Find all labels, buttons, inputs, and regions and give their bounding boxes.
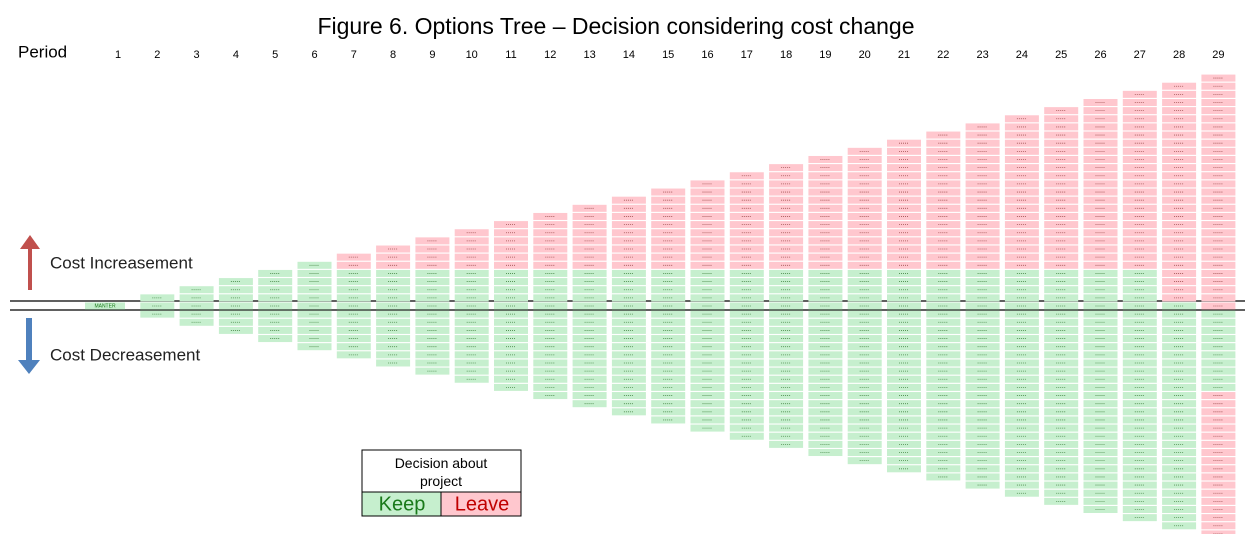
period-number: 13 (583, 49, 595, 61)
period-number: 15 (662, 49, 674, 61)
down-label: Cost Decreasement (50, 345, 201, 364)
period-number: 10 (466, 49, 478, 61)
period-label: Period (18, 42, 67, 61)
period-number: 26 (1094, 49, 1106, 61)
period-number: 28 (1173, 49, 1185, 61)
period-number: 17 (741, 49, 753, 61)
legend-title-text: project (420, 473, 462, 489)
period-number: 22 (937, 49, 949, 61)
period-number: 27 (1134, 49, 1146, 61)
period-number: 19 (819, 49, 831, 61)
legend-leave: Leave (455, 493, 510, 515)
period-number: 14 (623, 49, 635, 61)
legend-leave-box (440, 491, 522, 517)
period-number: 2 (154, 49, 160, 61)
period-number: 7 (351, 49, 357, 61)
legend-title-text: Decision about (395, 455, 488, 471)
period-number: 1 (115, 49, 121, 61)
period-number: 21 (898, 49, 910, 61)
period-number: 11 (505, 49, 516, 61)
tree: MANTER (85, 74, 1236, 538)
period-number: 24 (1016, 49, 1028, 61)
title: Figure 6. Options Tree – Decision consid… (317, 13, 914, 39)
legend-keep: Keep (379, 493, 426, 515)
legend: Decision about project Keep Leave (361, 449, 522, 517)
period-number: 3 (194, 49, 200, 61)
up-label: Cost Increasement (50, 253, 193, 272)
period-number: 5 (272, 49, 278, 61)
period-number: 9 (429, 49, 435, 61)
leave-cell (1201, 530, 1236, 538)
period-number: 6 (311, 49, 317, 61)
down-arrow (18, 318, 40, 374)
period-number: 25 (1055, 49, 1067, 61)
period-number: 12 (544, 49, 556, 61)
period-number: 4 (233, 49, 239, 61)
period-number: 23 (976, 49, 988, 61)
period-number: 16 (701, 49, 713, 61)
period-number: 20 (859, 49, 871, 61)
legend-title: Decision about project (395, 455, 488, 489)
period-number: 8 (390, 49, 396, 61)
period-number: 29 (1212, 49, 1224, 61)
up-arrow (20, 235, 40, 290)
keep-cell (85, 302, 125, 310)
root-label: MANTER (94, 303, 116, 309)
period-number: 18 (780, 49, 792, 61)
